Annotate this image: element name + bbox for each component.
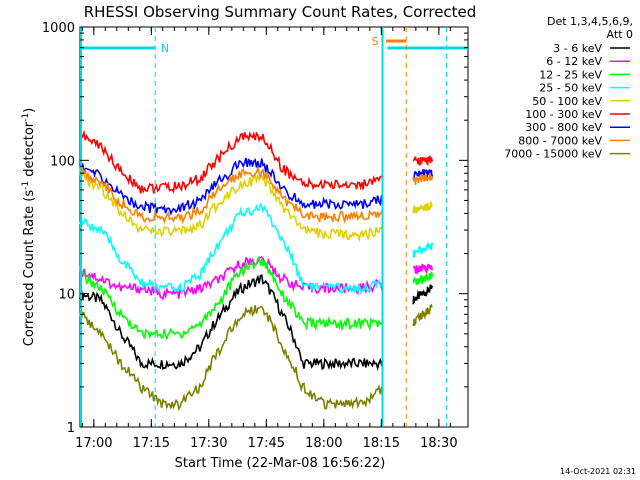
- x-tick-label: 18:30: [420, 436, 457, 451]
- legend-entry-label: 3 - 6 keV: [553, 42, 602, 55]
- chart-title: RHESSI Observing Summary Count Rates, Co…: [84, 3, 477, 21]
- legend-entry-label: 100 - 300 keV: [525, 108, 602, 121]
- series-line: [79, 303, 433, 411]
- legend-entry-label: 50 - 100 keV: [532, 95, 602, 108]
- saa-marker-label: S: [372, 35, 379, 48]
- legend-entry-label: 6 - 12 keV: [546, 55, 602, 68]
- series-line: [79, 202, 434, 295]
- x-tick-label: 18:15: [363, 436, 400, 451]
- x-tick-label: 18:00: [305, 436, 342, 451]
- y-axis-label-main: Corrected Count Rate (s: [22, 190, 37, 347]
- y-tick-label: 1000: [42, 21, 75, 36]
- series-line: [79, 157, 434, 216]
- y-axis: 1 10 100 1000: [42, 21, 468, 436]
- series-line: [79, 273, 434, 371]
- x-tick-label: 17:15: [133, 436, 170, 451]
- series-line: [79, 255, 434, 341]
- y-tick-label: 1: [67, 421, 75, 436]
- plot-frame: [79, 26, 469, 428]
- y-axis-label-mid: detector: [22, 121, 37, 181]
- legend-entry-label: 25 - 50 keV: [539, 82, 602, 95]
- y-axis-label-sup2: -1: [21, 113, 31, 122]
- detector-label: Det 1,3,4,5,6,9,: [547, 15, 633, 28]
- series-line: [79, 129, 434, 194]
- x-axis-label: Start Time (22-Mar-08 16:56:22): [175, 456, 386, 471]
- attenuator-label: Att 0: [607, 28, 633, 41]
- legend-entry-label: 800 - 7000 keV: [518, 134, 602, 147]
- series-line: [79, 255, 434, 301]
- markers-group: NS: [80, 27, 468, 427]
- x-tick-label: 17:00: [75, 436, 112, 451]
- y-axis-label: Corrected Count Rate (s-1 detector-1): [21, 108, 37, 346]
- series-line: [79, 164, 434, 225]
- y-axis-label-end: ): [22, 108, 37, 113]
- y-axis-label-sup1: -1: [21, 181, 31, 190]
- timestamp: 14-Oct-2021 02:31: [560, 467, 636, 476]
- x-axis: 17:00 17:15 17:30 17:45 18:00 18:15 18:30: [75, 27, 458, 451]
- series-group: [79, 129, 434, 411]
- y-tick-label: 10: [58, 288, 75, 303]
- x-tick-label: 17:45: [248, 436, 285, 451]
- legend-entry-label: 7000 - 15000 keV: [504, 148, 602, 161]
- series-line: [79, 173, 433, 243]
- y-tick-label: 100: [50, 154, 75, 169]
- x-tick-label: 17:30: [190, 436, 227, 451]
- night-marker-label: N: [161, 42, 169, 55]
- legend-entry-label: 12 - 25 keV: [539, 68, 602, 81]
- legend-entry-label: 300 - 800 keV: [525, 121, 602, 134]
